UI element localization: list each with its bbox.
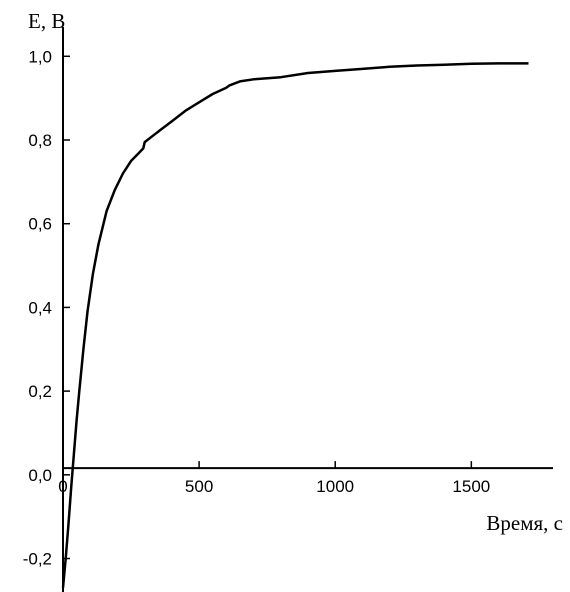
y-axis-ticks: -0,2 0,0 0,2 0,4 0,6 0,8 1,0 [23,47,70,569]
x-tick-label: 500 [185,477,213,496]
y-tick-label: -0,2 [23,550,52,569]
x-tick-label: 1500 [452,477,490,496]
y-tick-label: 1,0 [28,47,52,66]
y-axis-title: E, В [28,9,65,33]
x-axis-title: Время, с [486,511,563,535]
x-axis-ticks: 0 500 1000 1500 [58,461,490,496]
series-line [61,62,529,588]
y-tick-label: 0,4 [28,298,52,317]
y-tick-label: 0,8 [28,131,52,150]
y-tick-label: 0,2 [28,382,52,401]
x-tick-label: 1000 [316,477,354,496]
y-tick-label: 0,6 [28,215,52,234]
x-tick-label: 0 [58,477,67,496]
y-tick-label: 0,0 [28,466,52,485]
